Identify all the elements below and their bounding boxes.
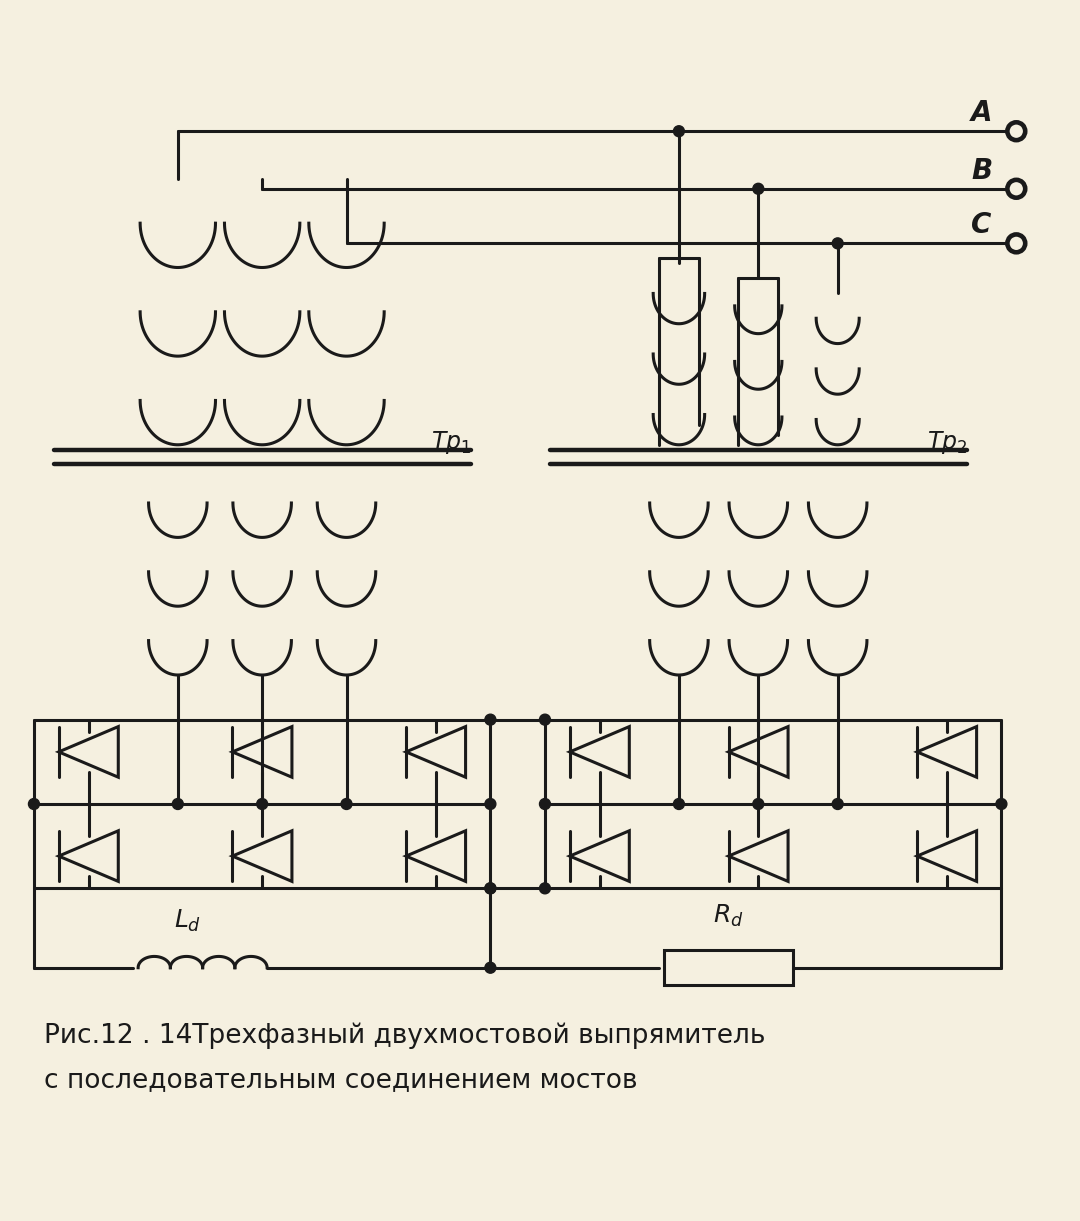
Circle shape <box>540 883 551 894</box>
Circle shape <box>28 799 39 810</box>
Circle shape <box>833 799 843 810</box>
Text: $R_d$: $R_d$ <box>713 904 744 929</box>
Circle shape <box>996 799 1007 810</box>
Circle shape <box>674 126 685 137</box>
Text: $L_d$: $L_d$ <box>174 908 201 934</box>
Text: Рис.12 . 14Трехфазный двухмостовой выпрямитель: Рис.12 . 14Трехфазный двухмостовой выпря… <box>44 1022 766 1049</box>
Circle shape <box>540 714 551 725</box>
Bar <box>664 950 793 985</box>
Text: $Tp_2$: $Tp_2$ <box>927 429 968 455</box>
Text: A: A <box>971 99 993 127</box>
Circle shape <box>485 883 496 894</box>
Text: $Tp_1$: $Tp_1$ <box>431 429 471 455</box>
Text: с последовательным соединением мостов: с последовательным соединением мостов <box>44 1067 637 1093</box>
Circle shape <box>485 962 496 973</box>
Circle shape <box>753 183 764 194</box>
Circle shape <box>674 799 685 810</box>
Circle shape <box>485 883 496 894</box>
Circle shape <box>833 238 843 249</box>
Text: B: B <box>971 158 993 184</box>
Circle shape <box>540 799 551 810</box>
Circle shape <box>173 799 184 810</box>
Circle shape <box>753 799 764 810</box>
Circle shape <box>485 799 496 810</box>
Circle shape <box>257 799 268 810</box>
Circle shape <box>341 799 352 810</box>
Text: C: C <box>971 211 991 239</box>
Circle shape <box>485 714 496 725</box>
